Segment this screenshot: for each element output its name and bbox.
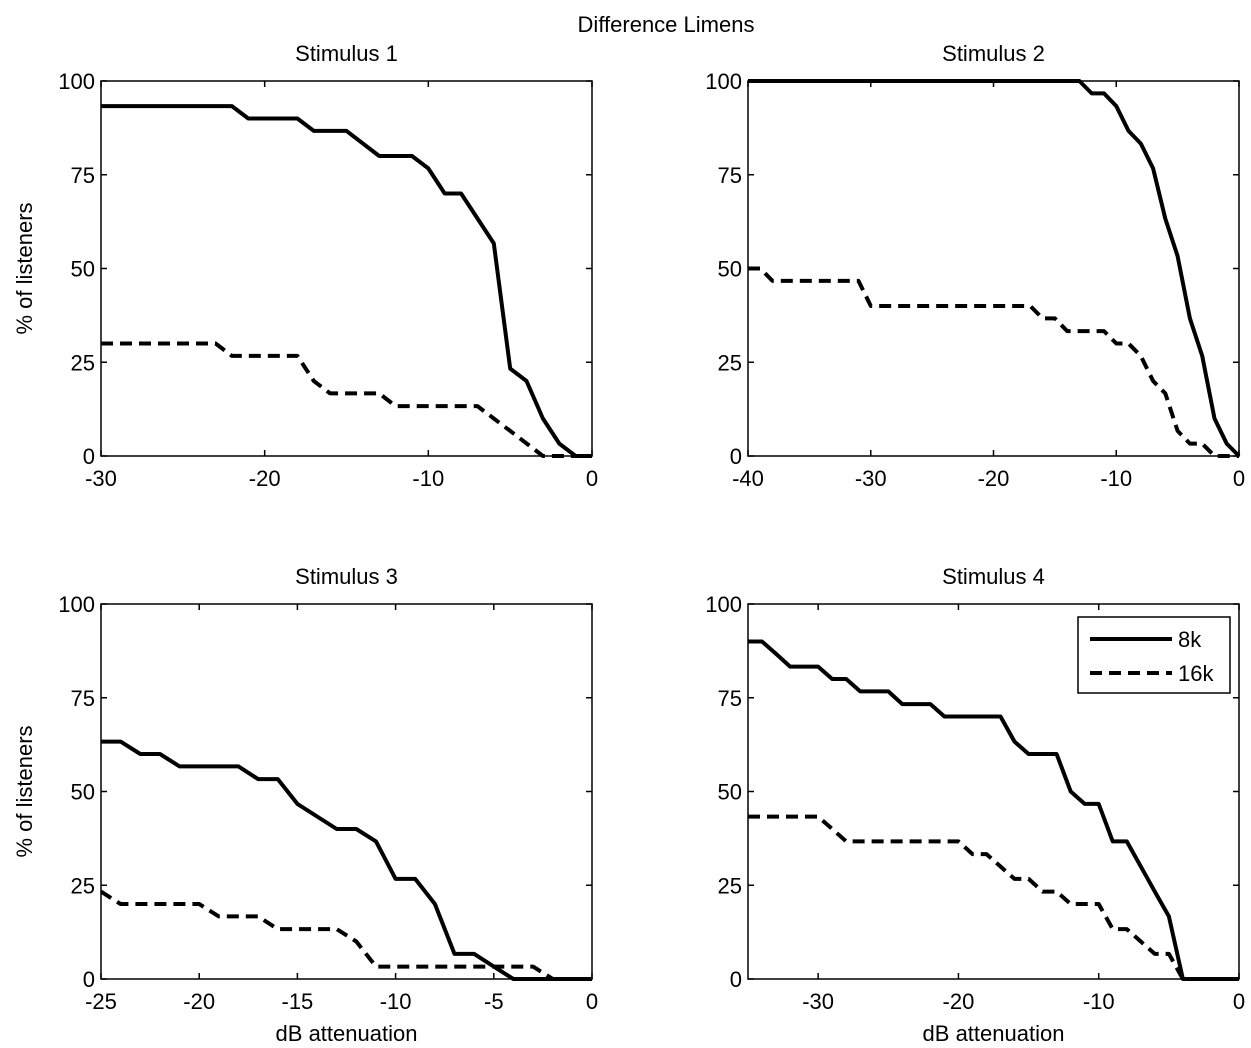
series-line-16k	[101, 341, 592, 458]
series-line-8k	[101, 739, 592, 981]
x-tick-label: -30	[855, 466, 887, 491]
x-tick-label: -10	[1083, 989, 1115, 1014]
y-tick-label: 100	[705, 69, 742, 94]
y-tick-label: 75	[71, 686, 95, 711]
x-tick-label: -25	[85, 989, 117, 1014]
x-tick-label: -20	[943, 989, 975, 1014]
series-line-16k	[748, 266, 1239, 458]
series-line-8k	[748, 79, 1241, 458]
y-tick-label: 50	[71, 257, 95, 282]
panel-1: 0 25 50 75 100 -30 -20 -10 0 Stimulus 1 % of liste…	[12, 41, 598, 491]
y-tick-label: 75	[718, 163, 742, 188]
y-tick-label: 50	[718, 780, 742, 805]
figure-title: Difference Limens	[578, 12, 755, 37]
x-axis-label: dB attenuation	[923, 1021, 1065, 1046]
x-tick-label: -30	[85, 466, 117, 491]
x-tick-label: -10	[380, 989, 412, 1014]
series-line-16k	[748, 814, 1239, 981]
panel-4: 0 25 50 75 100 -30 -20 -10 0 Stimulus 4 dB attenua…	[705, 564, 1245, 1046]
legend-label-8k: 8k	[1178, 627, 1202, 652]
y-tick-label: 25	[71, 350, 95, 375]
x-tick-label: 0	[586, 466, 598, 491]
y-tick-label: 0	[83, 444, 95, 469]
x-tick-label: 0	[1233, 989, 1245, 1014]
panel-2: 0 25 50 75 100 -40 -30 -20 -10 0 Stimulus 2	[705, 41, 1245, 491]
legend-box	[1077, 616, 1231, 694]
y-tick-label: 100	[58, 69, 95, 94]
legend-label-16k: 16k	[1178, 661, 1214, 686]
y-tick-label: 0	[83, 967, 95, 992]
y-tick-label: 25	[718, 350, 742, 375]
x-tick-label: -20	[978, 466, 1010, 491]
y-axis-label: % of listeners	[12, 725, 37, 857]
y-tick-label: 75	[71, 163, 95, 188]
panel-3: 0 25 50 75 100 -25 -20 -15 -10 -5 0 Stimulus 3 % of …	[12, 564, 598, 1046]
x-axis-label: dB attenuation	[276, 1021, 418, 1046]
x-tick-label: -10	[1100, 466, 1132, 491]
y-tick-label: 100	[705, 592, 742, 617]
x-tick-label: -15	[282, 989, 314, 1014]
y-tick-label: 100	[58, 592, 95, 617]
plot-frame	[100, 80, 593, 457]
y-tick-label: 0	[730, 444, 742, 469]
y-axis-label: % of listeners	[12, 202, 37, 334]
y-tick-label: 75	[718, 686, 742, 711]
x-tick-label: 0	[586, 989, 598, 1014]
y-tick-label: 0	[730, 967, 742, 992]
panel-title: Stimulus 2	[942, 41, 1045, 66]
x-tick-label: -20	[249, 466, 281, 491]
x-tick-label: -10	[412, 466, 444, 491]
y-tick-label: 25	[71, 873, 95, 898]
y-tick-label: 50	[718, 257, 742, 282]
panel-title: Stimulus 3	[295, 564, 398, 589]
panel-title: Stimulus 1	[295, 41, 398, 66]
x-tick-label: -40	[732, 466, 764, 491]
series-line-16k	[99, 889, 592, 981]
x-tick-label: -30	[802, 989, 834, 1014]
y-tick-label: 25	[718, 873, 742, 898]
plot-frame	[100, 603, 593, 980]
series-line-8k	[101, 104, 592, 458]
x-tick-label: 0	[1233, 466, 1245, 491]
panel-title: Stimulus 4	[942, 564, 1045, 589]
y-tick-label: 50	[71, 780, 95, 805]
x-tick-label: -5	[484, 989, 504, 1014]
series-line-8k	[748, 639, 1239, 981]
x-tick-label: -20	[183, 989, 215, 1014]
